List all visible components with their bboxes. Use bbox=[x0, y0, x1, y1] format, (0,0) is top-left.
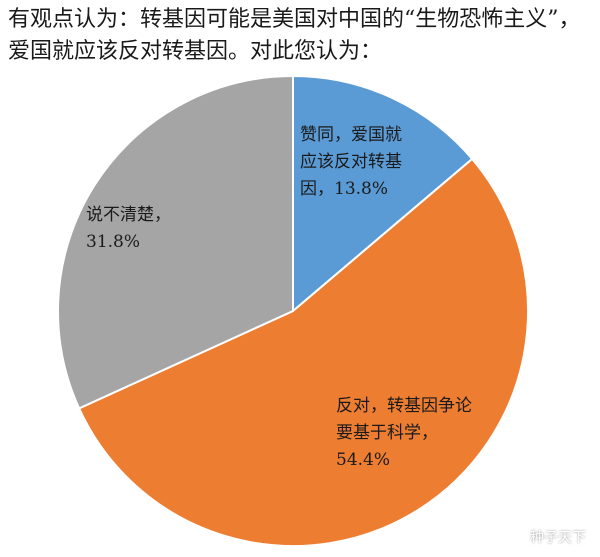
slice-label-oppose: 反对，转基因争论要基于科学，54.4% bbox=[336, 396, 472, 470]
watermark: 种子天下 bbox=[502, 527, 586, 547]
pie-slice-agree bbox=[292, 74, 474, 314]
pie-slice-oppose bbox=[77, 157, 530, 548]
watermark-text: 种子天下 bbox=[530, 530, 586, 546]
pie-slice-unsure bbox=[57, 74, 294, 410]
slice-label-unsure: 说不清楚，31.8% bbox=[86, 205, 171, 252]
wechat-logo-icon bbox=[502, 527, 526, 545]
slice-label-agree: 赞同，爱国就应该反对转基因，13.8% bbox=[300, 125, 402, 199]
question-title: 有观点认为：转基因可能是美国对中国的“生物恐怖主义”，爱国就应该反对转基因。对此… bbox=[8, 7, 581, 64]
